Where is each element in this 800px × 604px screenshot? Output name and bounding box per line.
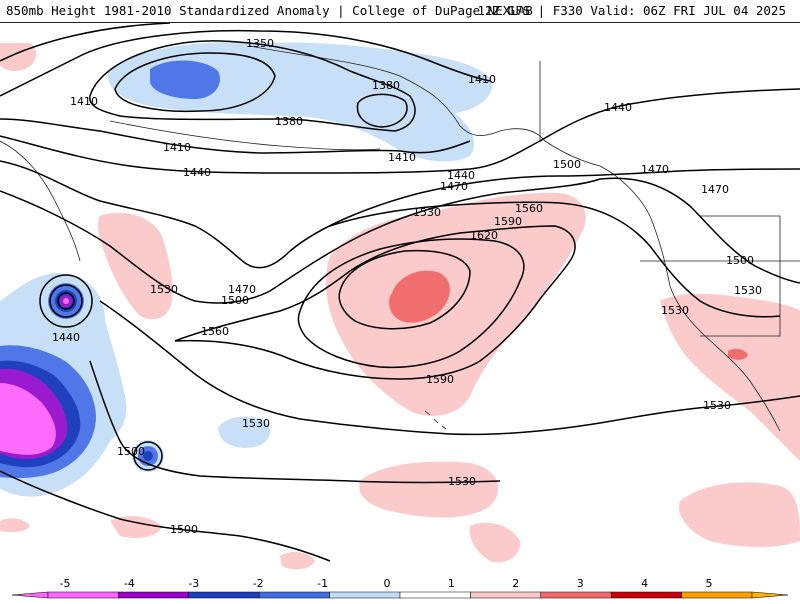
contour-label: 1530 bbox=[661, 304, 689, 317]
contour-1470 bbox=[0, 160, 800, 269]
positive-anomaly-south bbox=[359, 461, 499, 518]
hawaii-islands bbox=[424, 410, 447, 430]
contour-label: 1470 bbox=[701, 183, 729, 196]
contour-label: 1440 bbox=[183, 166, 211, 179]
contour-1380-a bbox=[89, 40, 416, 132]
colorbar-segment bbox=[681, 591, 753, 599]
contour-cyclone-ring-3 bbox=[57, 292, 75, 310]
contour-label: 1470 bbox=[440, 180, 468, 193]
positive-anomaly-central-core bbox=[389, 270, 450, 323]
contour-label: 1560 bbox=[201, 325, 229, 338]
map-title: 850mb Height 1981-2010 Standardized Anom… bbox=[6, 3, 533, 18]
contour-1560 bbox=[174, 225, 576, 380]
colorbar-segment bbox=[399, 591, 471, 599]
model-run-info: 12Z GFS | F330 Valid: 06Z FRI JUL 04 202… bbox=[477, 3, 786, 18]
contour-label: 1590 bbox=[494, 215, 522, 228]
contour-label: 1620 bbox=[470, 229, 498, 242]
contour-1410 bbox=[0, 29, 491, 154]
canada-borders bbox=[539, 61, 800, 337]
contour-small-low bbox=[133, 441, 163, 471]
contour-label: 1500 bbox=[553, 158, 581, 171]
contour-label: 1410 bbox=[70, 95, 98, 108]
colorbar: -5 -4 -3 -2 -1 0 1 2 3 4 5 bbox=[0, 575, 800, 600]
west-coast bbox=[649, 215, 781, 432]
colorbar-segment bbox=[188, 591, 260, 599]
colorbar-tick-label: -5 bbox=[60, 577, 71, 590]
contour-label: 1500 bbox=[726, 254, 754, 267]
contour-label: 1560 bbox=[515, 202, 543, 215]
contour-cyclone-ring-2 bbox=[49, 284, 83, 318]
contour-label: 1410 bbox=[388, 151, 416, 164]
colorbar-tick-label: 0 bbox=[384, 577, 391, 590]
colorbar-svg: -5 -4 -3 -2 -1 0 1 2 3 4 5 bbox=[11, 577, 789, 599]
colorbar-max-arrow bbox=[751, 591, 789, 599]
negative-anomaly-central bbox=[218, 416, 271, 448]
contour-label: 1350 bbox=[246, 37, 274, 50]
colorbar-segment bbox=[258, 591, 330, 599]
alaska-coastline bbox=[249, 45, 651, 217]
colorbar-tick-label: 2 bbox=[512, 577, 519, 590]
contour-label: 1440 bbox=[52, 331, 80, 344]
map-header: 850mb Height 1981-2010 Standardized Anom… bbox=[0, 0, 800, 22]
colorbar-segment bbox=[610, 591, 682, 599]
contour-label: 1500 bbox=[221, 294, 249, 307]
height-contours bbox=[0, 23, 800, 562]
colorbar-tick-label: 1 bbox=[448, 577, 455, 590]
contour-cyclone-ring-1 bbox=[39, 274, 93, 328]
colorbar-tick-label: 4 bbox=[641, 577, 648, 590]
colorbar-segment bbox=[118, 591, 190, 599]
contour-label: 1380 bbox=[275, 115, 303, 128]
colorbar-tick-label: -3 bbox=[188, 577, 199, 590]
contour-1500-south bbox=[0, 470, 331, 562]
colorbar-tick-label: 5 bbox=[706, 577, 713, 590]
contour-label: 1530 bbox=[734, 284, 762, 297]
colorbar-segment bbox=[329, 591, 401, 599]
colorbar-tick-label: -4 bbox=[124, 577, 135, 590]
contour-1500 bbox=[0, 177, 800, 304]
contour-1530-south bbox=[89, 360, 501, 484]
contour-label: 1590 bbox=[426, 373, 454, 386]
contour-label: 1530 bbox=[242, 417, 270, 430]
contour-label: 1410 bbox=[468, 73, 496, 86]
colorbar-ticks: -5 -4 -3 -2 -1 0 1 2 3 4 5 bbox=[60, 577, 713, 590]
contour-label: 1440 bbox=[447, 169, 475, 182]
contour-label: 1530 bbox=[703, 399, 731, 412]
contour-label: 1530 bbox=[150, 283, 178, 296]
contour-labels: 1350 1380 1380 1410 1410 1410 1410 1440 … bbox=[52, 37, 762, 536]
colorbar-segment bbox=[47, 591, 119, 599]
contour-label: 1530 bbox=[448, 475, 476, 488]
contour-label: 1380 bbox=[372, 79, 400, 92]
contour-label: 1410 bbox=[163, 141, 191, 154]
contour-1620 bbox=[338, 249, 471, 330]
negative-anomaly-alaska-core bbox=[150, 60, 220, 99]
coastlines bbox=[0, 45, 800, 432]
contour-label: 1470 bbox=[641, 163, 669, 176]
colorbar-segment bbox=[540, 591, 612, 599]
colorbar-min-arrow bbox=[11, 591, 49, 599]
contour-1590 bbox=[297, 238, 525, 369]
contour-label: 1470 bbox=[228, 283, 256, 296]
colorbar-segment bbox=[470, 591, 542, 599]
map-svg: 1350 1380 1380 1410 1410 1410 1410 1440 … bbox=[0, 23, 800, 570]
contour-1350 bbox=[114, 52, 276, 113]
aleutian-chain bbox=[109, 120, 381, 151]
contour-label: 1500 bbox=[170, 523, 198, 536]
anomaly-shading bbox=[0, 42, 800, 570]
kamchatka-coast bbox=[0, 140, 81, 262]
contour-label: 1500 bbox=[117, 445, 145, 458]
contour-1440 bbox=[0, 23, 800, 174]
colorbar-tick-label: -1 bbox=[317, 577, 328, 590]
contour-1530 bbox=[99, 201, 800, 436]
map-panel: 1350 1380 1380 1410 1410 1410 1410 1440 … bbox=[0, 22, 800, 577]
negative-anomaly-kuril-magenta bbox=[0, 383, 56, 455]
contour-label: 1440 bbox=[604, 101, 632, 114]
colorbar-tick-label: 3 bbox=[577, 577, 584, 590]
contour-1380-b bbox=[356, 93, 408, 128]
colorbar-bar bbox=[11, 591, 789, 599]
contour-label: 1530 bbox=[413, 206, 441, 219]
colorbar-tick-label: -2 bbox=[253, 577, 264, 590]
positive-anomaly-california bbox=[660, 293, 800, 461]
